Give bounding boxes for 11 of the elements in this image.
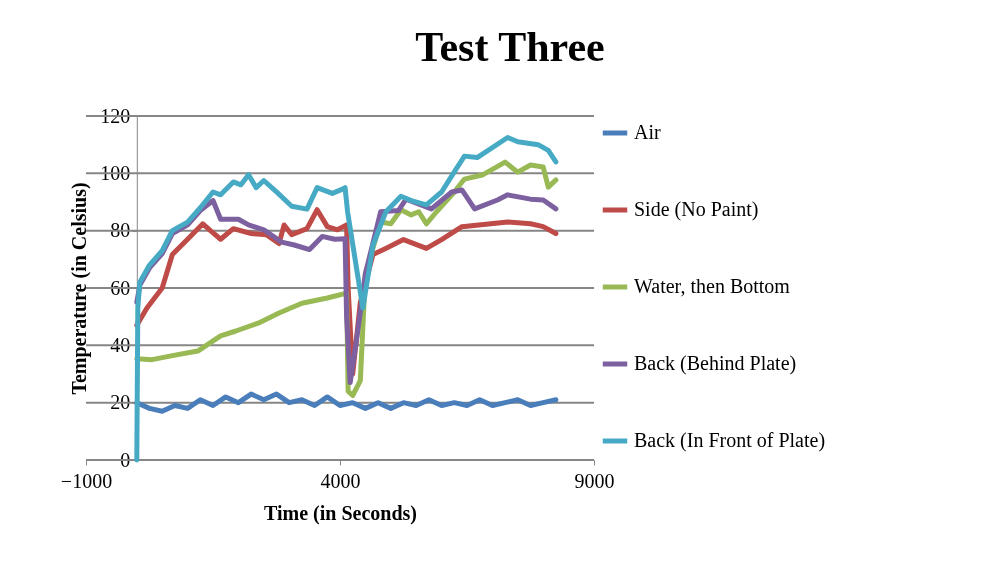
x-tick-label: −1000 (60, 469, 113, 492)
x-tick-label: 4000 (320, 469, 361, 492)
legend-label: Water, then Bottom (634, 275, 791, 297)
legend-label: Air (634, 121, 661, 143)
chart-title: Test Three (415, 24, 605, 70)
legend-label: Back (Behind Plate) (634, 352, 797, 375)
legend-label: Side (No Paint) (634, 198, 759, 221)
x-axis-title: Time (in Seconds) (264, 501, 417, 525)
legend-label: Back (In Front of Plate) (634, 429, 826, 452)
x-tick-label: 9000 (574, 469, 615, 492)
y-axis-title: Temperature (in Celsius) (68, 182, 92, 395)
